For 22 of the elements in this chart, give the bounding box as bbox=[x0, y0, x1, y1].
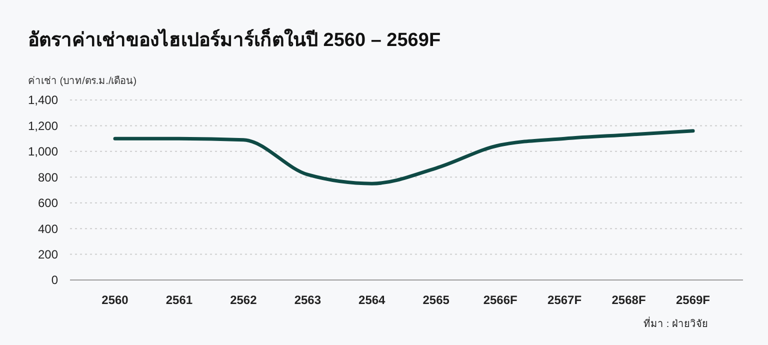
x-tick-label: 2569F bbox=[676, 293, 710, 307]
y-tick-label: 800 bbox=[38, 170, 58, 184]
y-tick-label: 1,000 bbox=[28, 144, 58, 159]
x-tick-label: 2566F bbox=[483, 293, 518, 307]
x-tick-label: 2562 bbox=[230, 293, 258, 307]
y-tick-label: 0 bbox=[51, 273, 58, 288]
x-tick-label: 2561 bbox=[166, 293, 193, 307]
text: ที่มา : ฝ่ายวิจัย bbox=[644, 316, 708, 330]
y-tick-label: 1,400 bbox=[28, 93, 58, 108]
x-tick-label: 2568F bbox=[612, 293, 646, 307]
chart-title: อัตราค่าเช่าของไฮเปอร์มาร์เก็ตในปี 2560 – 2569F bbox=[28, 27, 441, 51]
x-tick-label: 2560 bbox=[102, 293, 129, 307]
x-tick-label: 2565 bbox=[422, 293, 450, 307]
y-axis-title: ค่าเช่า (บาท/ตร.ม./เดือน) bbox=[28, 75, 137, 87]
x-tick-label: 2563 bbox=[294, 293, 322, 307]
y-tick-label: 200 bbox=[38, 247, 58, 262]
x-tick-label: 2567F bbox=[548, 293, 582, 307]
y-tick-label: 600 bbox=[38, 196, 58, 210]
y-tick-label: 1,200 bbox=[28, 118, 58, 133]
line-series bbox=[113, 129, 695, 186]
x-tick-label: 2564 bbox=[358, 293, 386, 307]
y-tick-label: 400 bbox=[38, 222, 58, 236]
